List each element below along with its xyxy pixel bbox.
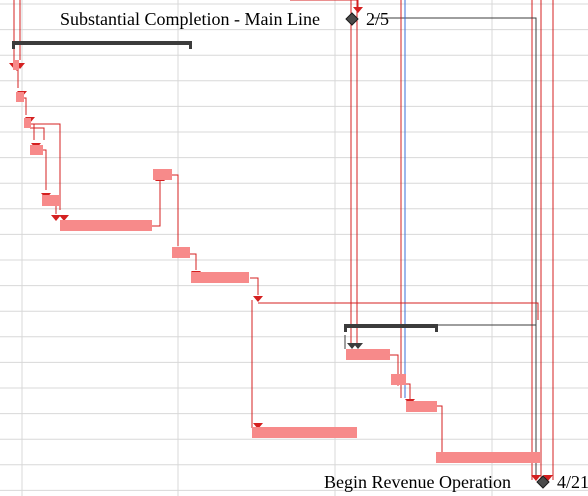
summary-bar-end-cap	[435, 324, 438, 332]
milestone-date: 4/21	[557, 472, 588, 492]
dependency-link	[190, 253, 197, 270]
milestone-begin-revenue-label: Begin Revenue Operation	[324, 472, 511, 492]
milestone-markers[interactable]	[345, 12, 550, 489]
link-arrowhead	[353, 7, 363, 13]
task-bar[interactable]	[172, 247, 190, 258]
link-arrowhead	[531, 475, 541, 481]
link-arrowhead	[59, 215, 69, 221]
dependency-link	[258, 302, 539, 320]
milestone-diamond-icon[interactable]	[345, 12, 359, 26]
milestone-diamond-icon[interactable]	[536, 475, 550, 489]
task-bar[interactable]	[30, 145, 43, 155]
dependency-link	[34, 123, 61, 210]
dependency-link	[152, 180, 161, 227]
summary-bar-start-cap	[344, 324, 347, 332]
task-bar[interactable]	[436, 452, 540, 463]
dependency-link	[30, 127, 45, 140]
task-bar[interactable]	[252, 427, 357, 438]
task-bar[interactable]	[153, 169, 172, 180]
task-bar[interactable]	[60, 220, 152, 231]
dependency-link	[40, 149, 47, 190]
link-arrowhead	[347, 343, 357, 349]
task-bars[interactable]	[12, 41, 540, 463]
milestone-name: Substantial Completion - Main Line	[60, 9, 320, 29]
task-bar[interactable]	[42, 195, 60, 206]
milestone-name: Begin Revenue Operation	[324, 472, 511, 492]
link-arrowhead	[51, 215, 61, 221]
milestone-substantial-completion-date: 2/5	[366, 9, 389, 29]
link-arrowhead	[253, 423, 263, 429]
dependency-link	[372, 17, 537, 475]
task-bar[interactable]	[191, 272, 249, 283]
milestone-substantial-completion-label: Substantial Completion - Main Line	[60, 9, 320, 29]
dependency-links	[9, 0, 554, 481]
link-arrowhead	[543, 475, 553, 481]
task-bar[interactable]	[24, 118, 31, 128]
summary-bar[interactable]	[12, 41, 192, 45]
dependency-link	[16, 69, 19, 88]
dependency-link	[344, 324, 537, 470]
link-arrowhead	[253, 296, 263, 302]
summary-bar[interactable]	[344, 324, 438, 328]
dependency-link	[250, 277, 259, 295]
milestone-date: 2/5	[366, 9, 390, 29]
task-bar[interactable]	[346, 349, 390, 360]
dependency-link	[170, 174, 179, 246]
task-bar[interactable]	[16, 92, 24, 102]
dependency-link	[390, 354, 399, 380]
milestone-begin-revenue-date: 4/21	[557, 472, 588, 492]
task-bar[interactable]	[406, 401, 437, 412]
summary-bar-end-cap	[189, 41, 192, 49]
summary-bar-start-cap	[12, 41, 15, 49]
task-bar[interactable]	[391, 374, 406, 385]
dependency-link	[436, 405, 443, 455]
task-bar[interactable]	[13, 60, 19, 70]
dependency-link	[290, 0, 359, 10]
